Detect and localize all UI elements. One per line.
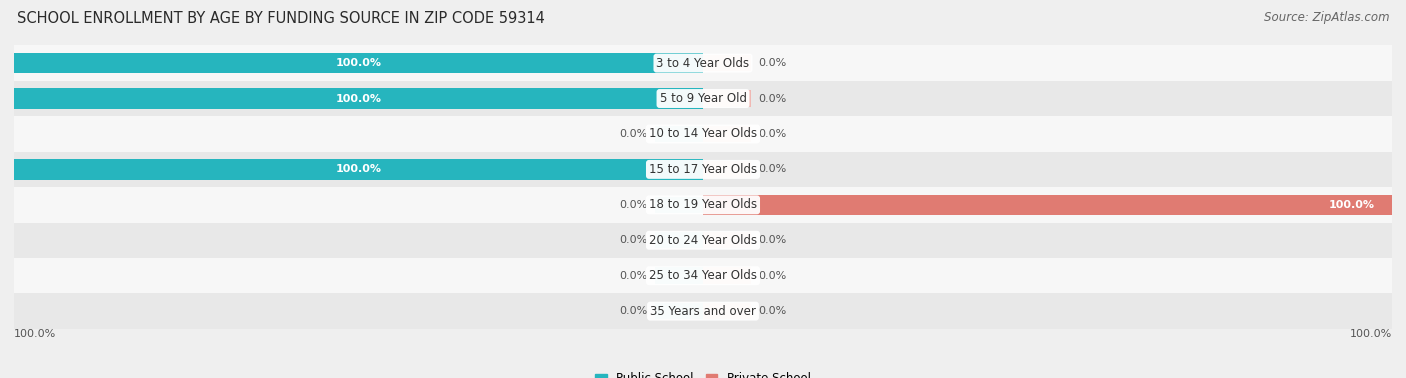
Text: 0.0%: 0.0% [620,200,648,210]
Text: 0.0%: 0.0% [758,129,786,139]
Text: 0.0%: 0.0% [758,93,786,104]
Text: 0.0%: 0.0% [758,271,786,281]
Text: 0.0%: 0.0% [758,306,786,316]
Text: 25 to 34 Year Olds: 25 to 34 Year Olds [650,269,756,282]
Text: 20 to 24 Year Olds: 20 to 24 Year Olds [650,234,756,247]
Bar [655,126,703,142]
Legend: Public School, Private School: Public School, Private School [595,372,811,378]
Text: 100.0%: 100.0% [14,329,56,339]
Bar [14,159,703,180]
Text: 0.0%: 0.0% [620,129,648,139]
Bar [655,197,703,213]
Bar [703,161,751,178]
Text: 0.0%: 0.0% [620,235,648,245]
Bar [655,303,703,319]
Bar [14,223,1392,258]
Text: 35 Years and over: 35 Years and over [650,305,756,318]
Text: 18 to 19 Year Olds: 18 to 19 Year Olds [650,198,756,211]
Text: 0.0%: 0.0% [758,235,786,245]
Text: 5 to 9 Year Old: 5 to 9 Year Old [659,92,747,105]
Bar [703,232,751,248]
Text: 100.0%: 100.0% [336,58,381,68]
Bar [703,55,751,71]
Bar [14,258,1392,293]
Bar [703,126,751,142]
Bar [14,116,1392,152]
Text: 100.0%: 100.0% [1350,329,1392,339]
Bar [655,268,703,284]
Text: 3 to 4 Year Olds: 3 to 4 Year Olds [657,57,749,70]
Text: SCHOOL ENROLLMENT BY AGE BY FUNDING SOURCE IN ZIP CODE 59314: SCHOOL ENROLLMENT BY AGE BY FUNDING SOUR… [17,11,544,26]
Bar [14,152,1392,187]
Bar [14,45,1392,81]
Text: 100.0%: 100.0% [336,164,381,174]
Text: 10 to 14 Year Olds: 10 to 14 Year Olds [650,127,756,141]
Bar [703,90,751,107]
Text: 100.0%: 100.0% [1329,200,1375,210]
Bar [14,88,703,109]
Bar [655,232,703,248]
Bar [14,187,1392,223]
Bar [14,53,703,73]
Bar [703,268,751,284]
Bar [14,293,1392,329]
Text: 0.0%: 0.0% [758,164,786,174]
Text: Source: ZipAtlas.com: Source: ZipAtlas.com [1264,11,1389,24]
Bar [703,303,751,319]
Text: 0.0%: 0.0% [758,58,786,68]
Bar [703,195,1392,215]
Text: 0.0%: 0.0% [620,271,648,281]
Text: 15 to 17 Year Olds: 15 to 17 Year Olds [650,163,756,176]
Text: 100.0%: 100.0% [336,93,381,104]
Text: 0.0%: 0.0% [620,306,648,316]
Bar [14,81,1392,116]
